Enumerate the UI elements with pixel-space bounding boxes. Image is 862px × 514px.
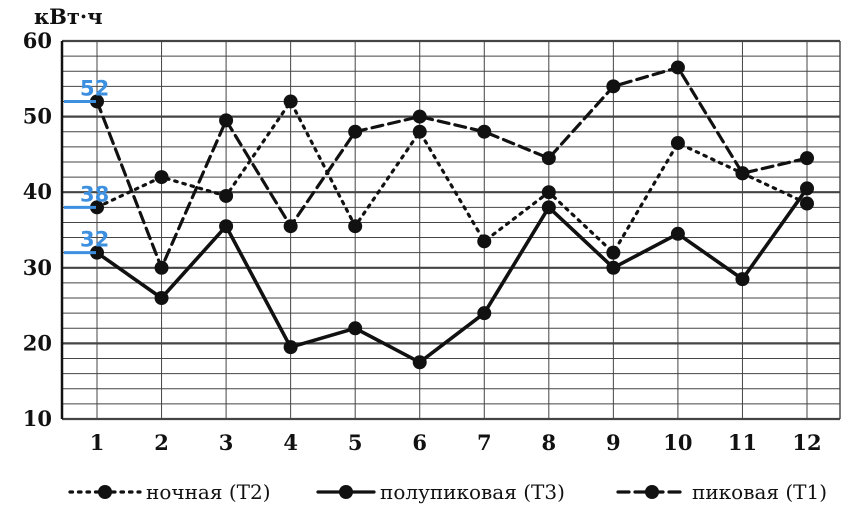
legend-label-3: пиковая (Т1) [692, 480, 827, 504]
data-point-series-2 [606, 260, 621, 275]
data-point-series-3 [154, 260, 169, 275]
data-point-series-3 [477, 124, 492, 139]
x-tick-label: 12 [792, 430, 821, 455]
y-tick-label: 60 [23, 28, 52, 53]
data-point-series-2 [154, 291, 169, 306]
legend-marker-1 [98, 485, 112, 499]
annotation-label: 52 [80, 76, 109, 100]
data-point-series-3 [219, 113, 234, 128]
data-point-series-3 [606, 79, 621, 94]
annotation-label: 32 [80, 228, 109, 252]
data-point-series-1 [477, 234, 492, 249]
data-point-series-3 [412, 109, 427, 124]
data-point-series-2 [735, 272, 750, 287]
x-tick-label: 1 [90, 430, 105, 455]
data-point-series-3 [670, 60, 685, 75]
x-tick-label: 6 [412, 430, 427, 455]
data-point-series-2 [541, 200, 556, 215]
data-point-series-1 [670, 136, 685, 151]
data-point-series-1 [800, 196, 814, 211]
series-line-1 [95, 99, 809, 255]
data-point-series-1 [348, 219, 363, 234]
data-point-series-1 [283, 94, 298, 109]
data-point-series-2 [412, 355, 427, 370]
data-point-series-2 [670, 226, 685, 241]
data-point-series-3 [541, 151, 556, 166]
y-tick-label: 10 [23, 406, 52, 431]
x-tick-label: 2 [154, 430, 169, 455]
data-point-series-3 [735, 166, 750, 181]
x-tick-label: 7 [477, 430, 492, 455]
data-point-series-2 [348, 321, 363, 336]
x-tick-label: 5 [348, 430, 363, 455]
annotations: 52 38 32 [64, 76, 109, 255]
data-point-series-3 [90, 94, 104, 109]
data-point-series-3 [800, 151, 814, 166]
data-point-series-3 [283, 219, 298, 234]
series-group [90, 60, 814, 370]
data-point-series-2 [800, 181, 814, 196]
series-line-3 [95, 65, 809, 270]
y-tick-label: 40 [23, 179, 52, 204]
x-tick-label: 11 [728, 430, 757, 455]
x-tick-label: 9 [606, 430, 621, 455]
x-tick-label: 4 [283, 430, 298, 455]
data-point-series-2 [283, 340, 298, 355]
y-tick-label: 30 [23, 255, 52, 280]
data-point-series-1 [154, 170, 169, 185]
data-point-series-1 [90, 200, 104, 215]
x-tick-label: 8 [542, 430, 557, 455]
data-point-series-2 [219, 219, 234, 234]
legend-label-2: полупиковая (Т3) [380, 480, 565, 504]
annotation-label: 38 [80, 182, 109, 206]
y-tick-label: 20 [23, 330, 52, 355]
y-axis-unit-label: кВт·ч [34, 4, 103, 29]
legend-marker-3 [645, 485, 659, 499]
y-tick-label: 50 [23, 104, 52, 129]
x-tick-label: 3 [219, 430, 234, 455]
data-point-series-2 [90, 245, 104, 260]
data-point-series-1 [541, 185, 556, 200]
data-point-series-1 [412, 124, 427, 139]
data-point-series-1 [606, 245, 621, 260]
data-point-series-1 [219, 188, 234, 203]
legend-marker-2 [339, 485, 353, 499]
legend: ночная (Т2) полупиковая (Т3) пиковая (Т1) [68, 480, 827, 504]
series-line-2 [95, 186, 809, 365]
x-tick-label: 10 [663, 430, 692, 455]
data-point-series-2 [477, 306, 492, 321]
grid [62, 39, 840, 421]
legend-label-1: ночная (Т2) [146, 480, 271, 504]
data-point-series-3 [348, 124, 363, 139]
